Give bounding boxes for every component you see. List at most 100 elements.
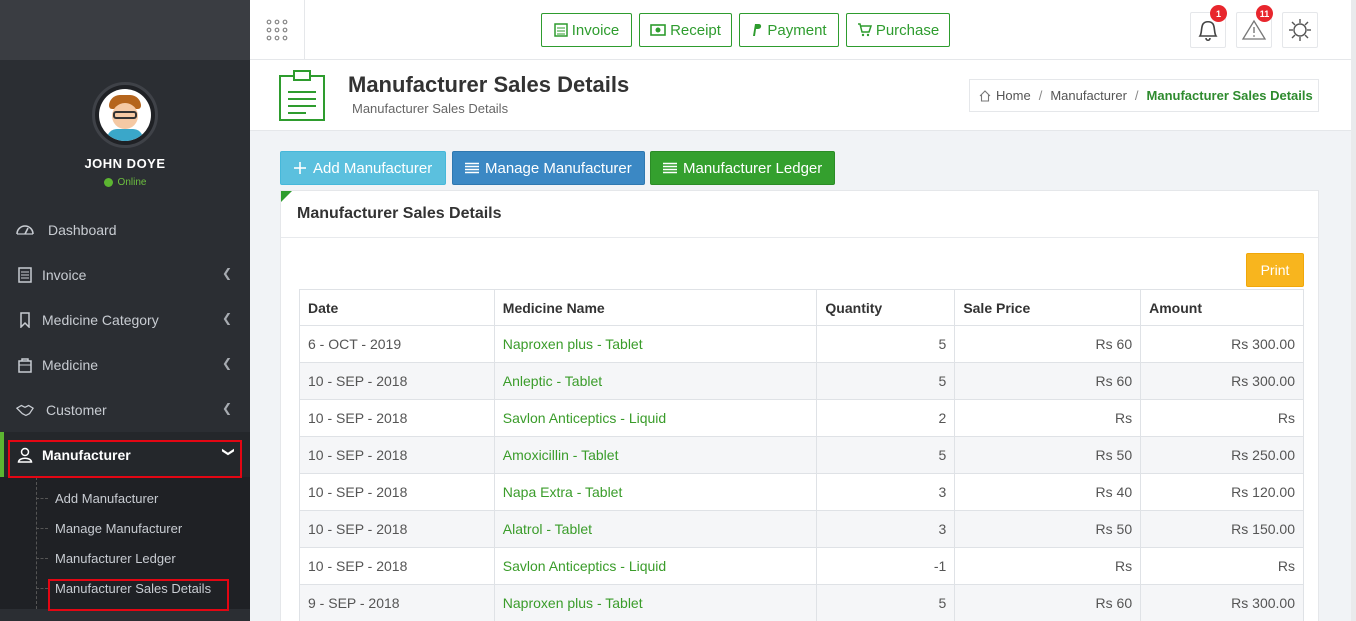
- cell-quantity: 2: [816, 399, 956, 437]
- quick-payment-button[interactable]: Payment: [739, 13, 839, 47]
- submenu-label: Add Manufacturer: [55, 490, 159, 506]
- apps-grid-button[interactable]: [250, 0, 305, 60]
- cell-medicine-name[interactable]: Amoxicillin - Tablet: [493, 436, 818, 474]
- online-dot-icon: [103, 178, 113, 187]
- submenu-manufacturer-sales-details[interactable]: Manufacturer Sales Details: [0, 573, 250, 603]
- list-icon: [465, 162, 479, 174]
- warning-icon: [1241, 19, 1267, 40]
- table-row: 9 - SEP - 2018 Naproxen plus - Tablet 5 …: [299, 584, 1304, 621]
- cell-quantity: 5: [816, 584, 956, 621]
- quick-purchase-label: Purchase: [875, 21, 940, 39]
- cell-quantity: 5: [816, 325, 956, 363]
- column-header-sale-price[interactable]: Sale Price: [954, 289, 1142, 326]
- plus-icon: [294, 162, 306, 174]
- dashboard-icon: [16, 221, 34, 239]
- cell-date: 10 - SEP - 2018: [299, 547, 495, 585]
- cell-date: 6 - OCT - 2019: [299, 325, 495, 363]
- sales-details-panel: Manufacturer Sales Details Print Date Me…: [280, 190, 1319, 621]
- sidebar-item-manufacturer[interactable]: Manufacturer ❮: [0, 432, 250, 477]
- page-title: Manufacturer Sales Details: [348, 72, 630, 97]
- sidebar-nav: Dashboard Invoice ❮ Medicine Category ❮ …: [0, 207, 250, 477]
- notifications-button[interactable]: 1: [1190, 5, 1227, 48]
- chevron-left-icon: ❮: [221, 311, 232, 325]
- manage-manufacturer-button[interactable]: Manage Manufacturer: [452, 151, 645, 185]
- user-name: JOHN DOYE: [84, 156, 166, 171]
- bag-icon: [16, 356, 34, 374]
- quick-receipt-button[interactable]: Receipt: [639, 13, 732, 47]
- column-header-amount[interactable]: Amount: [1140, 289, 1304, 326]
- submenu-add-manufacturer[interactable]: Add Manufacturer: [0, 483, 250, 513]
- quick-payment-label: Payment: [767, 21, 827, 39]
- invoice-icon: [553, 23, 568, 37]
- manufacturer-ledger-button[interactable]: Manufacturer Ledger: [650, 151, 835, 185]
- invoice-icon: [16, 266, 34, 284]
- cell-quantity: -1: [816, 547, 956, 585]
- cell-amount: Rs 300.00: [1140, 362, 1304, 400]
- cell-medicine-name[interactable]: Alatrol - Tablet: [493, 510, 818, 548]
- alerts-count-badge: 11: [1256, 5, 1273, 22]
- quick-invoice-label: Invoice: [571, 21, 620, 39]
- add-manufacturer-label: Add Manufacturer: [313, 159, 433, 177]
- breadcrumb-manufacturer[interactable]: Manufacturer: [1050, 88, 1127, 103]
- column-header-quantity[interactable]: Quantity: [816, 289, 956, 326]
- manufacturer-submenu: Add Manufacturer Manage Manufacturer Man…: [0, 477, 250, 609]
- add-manufacturer-button[interactable]: Add Manufacturer: [280, 151, 446, 185]
- paypal-icon: [753, 24, 762, 36]
- sidebar: JOHN DOYE Online Dashboard Invoice ❮ Med…: [0, 0, 250, 621]
- alerts-button[interactable]: 11: [1236, 5, 1273, 48]
- cell-date: 10 - SEP - 2018: [299, 399, 495, 437]
- print-button[interactable]: Print: [1246, 253, 1304, 287]
- cell-medicine-name[interactable]: Naproxen plus - Tablet: [493, 584, 818, 621]
- settings-button[interactable]: [1282, 12, 1318, 48]
- cell-amount: Rs: [1140, 547, 1304, 585]
- cell-medicine-name[interactable]: Naproxen plus - Tablet: [493, 325, 818, 363]
- quick-invoice-button[interactable]: Invoice: [541, 13, 632, 47]
- table-row: 6 - OCT - 2019 Naproxen plus - Tablet 5 …: [299, 325, 1304, 363]
- cell-date: 10 - SEP - 2018: [299, 510, 495, 548]
- sidebar-item-medicine[interactable]: Medicine ❮: [0, 342, 250, 387]
- cell-medicine-name[interactable]: Savlon Anticeptics - Liquid: [493, 547, 818, 585]
- submenu-label: Manage Manufacturer: [55, 520, 183, 536]
- notifications-count-badge: 1: [1210, 5, 1227, 22]
- cell-sale-price: Rs 50: [954, 436, 1142, 474]
- submenu-manufacturer-ledger[interactable]: Manufacturer Ledger: [0, 543, 250, 573]
- sidebar-item-medicine-category[interactable]: Medicine Category ❮: [0, 297, 250, 342]
- cell-amount: Rs 250.00: [1140, 436, 1304, 474]
- list-icon: [663, 162, 677, 174]
- breadcrumb-current: Manufacturer Sales Details: [1146, 88, 1313, 103]
- sales-table: Date Medicine Name Quantity Sale Price A…: [299, 289, 1304, 621]
- manage-manufacturer-label: Manage Manufacturer: [485, 159, 632, 177]
- sidebar-item-customer[interactable]: Customer ❮: [0, 387, 250, 432]
- sidebar-item-dashboard[interactable]: Dashboard: [0, 207, 250, 252]
- cell-medicine-name[interactable]: Savlon Anticeptics - Liquid: [493, 399, 818, 437]
- table-header-row: Date Medicine Name Quantity Sale Price A…: [299, 289, 1304, 326]
- breadcrumb-home[interactable]: Home: [996, 88, 1031, 103]
- cell-sale-price: Rs 40: [954, 473, 1142, 511]
- sidebar-item-label: Manufacturer: [42, 446, 131, 463]
- sidebar-item-invoice[interactable]: Invoice ❮: [0, 252, 250, 297]
- breadcrumb-separator: /: [1134, 88, 1139, 103]
- cell-date: 10 - SEP - 2018: [299, 362, 495, 400]
- cell-medicine-name[interactable]: Napa Extra - Tablet: [493, 473, 818, 511]
- table-row: 10 - SEP - 2018 Napa Extra - Tablet 3 Rs…: [299, 473, 1304, 511]
- cell-sale-price: Rs: [954, 547, 1142, 585]
- avatar[interactable]: [92, 82, 158, 148]
- sidebar-item-label: Invoice: [42, 266, 87, 283]
- sidebar-item-label: Customer: [46, 401, 107, 418]
- user-icon: [16, 446, 34, 464]
- column-header-medicine-name[interactable]: Medicine Name: [493, 289, 818, 326]
- sidebar-item-label: Dashboard: [48, 221, 117, 238]
- quick-purchase-button[interactable]: Purchase: [846, 13, 950, 47]
- chevron-left-icon: ❮: [221, 356, 232, 370]
- submenu-label: Manufacturer Ledger: [55, 550, 176, 566]
- page-subtitle: Manufacturer Sales Details: [352, 101, 509, 116]
- gear-icon: [1289, 19, 1311, 41]
- cell-medicine-name[interactable]: Anleptic - Tablet: [493, 362, 818, 400]
- table-row: 10 - SEP - 2018 Alatrol - Tablet 3 Rs 50…: [299, 510, 1304, 548]
- page-scrollbar[interactable]: [1351, 0, 1356, 621]
- submenu-manage-manufacturer[interactable]: Manage Manufacturer: [0, 513, 250, 543]
- cell-amount: Rs 300.00: [1140, 584, 1304, 621]
- panel-title: Manufacturer Sales Details: [297, 205, 502, 222]
- column-header-date[interactable]: Date: [299, 289, 495, 326]
- cell-date: 9 - SEP - 2018: [299, 584, 495, 621]
